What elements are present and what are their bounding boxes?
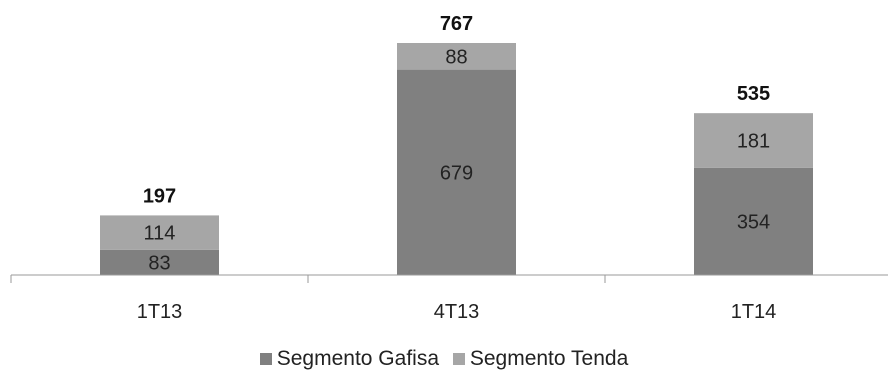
- total-label-1T14: 535: [737, 83, 770, 105]
- data-label-gafisa-1T14: 354: [737, 211, 770, 233]
- legend-swatch-tenda: [453, 353, 465, 365]
- bar-group: [100, 43, 813, 275]
- category-label-1T13: 1T13: [137, 301, 183, 323]
- legend-item-gafisa: Segmento Gafisa: [260, 347, 439, 371]
- category-label-1T14: 1T14: [731, 301, 777, 323]
- category-label-4T13: 4T13: [434, 301, 480, 323]
- total-label-1T13: 197: [143, 185, 176, 207]
- legend-swatch-gafisa: [260, 353, 272, 365]
- data-label-tenda-4T13: 88: [445, 46, 467, 68]
- data-label-gafisa-1T13: 83: [148, 252, 170, 274]
- total-label-4T13: 767: [440, 13, 473, 35]
- x-axis: 1T13 4T13 1T14: [11, 275, 888, 323]
- stacked-bar-chart: 83 114 197 679 88 767 354 181 535 1T13 4T13 1T14: [0, 0, 888, 340]
- legend-label-gafisa: Segmento Gafisa: [277, 347, 439, 371]
- data-label-tenda-1T14: 181: [737, 131, 770, 153]
- data-label-tenda-1T13: 114: [144, 223, 176, 245]
- legend: Segmento Gafisa Segmento Tenda: [0, 347, 888, 371]
- legend-label-tenda: Segmento Tenda: [470, 347, 628, 371]
- legend-item-tenda: Segmento Tenda: [453, 347, 628, 371]
- data-label-gafisa-4T13: 679: [440, 162, 473, 184]
